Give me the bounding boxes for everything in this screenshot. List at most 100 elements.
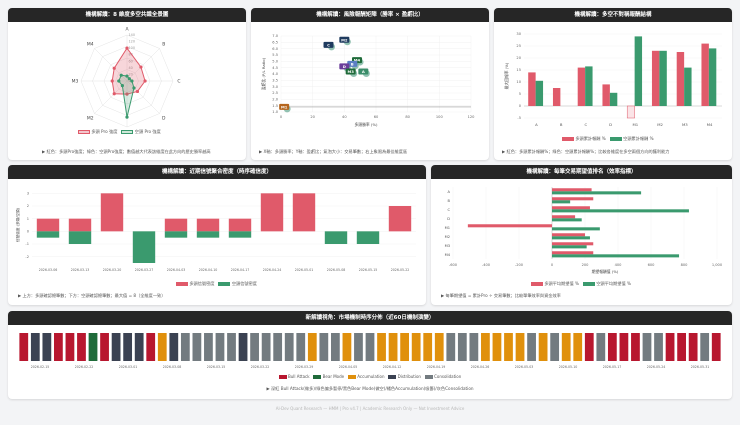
regime-bar [42,333,52,361]
asym-legend-bear: 空頭累計報酬 % [623,136,654,141]
scatter-xtick: 100 [436,115,444,119]
radar-tick-label: 140 [129,33,135,37]
expect-bar [552,215,576,219]
radar-tick-label: 20 [129,72,133,76]
legend-swatch-bear [609,137,622,141]
regime-bar [388,333,398,361]
density-note: ▶ 上方：多頭確認總筆數；下方：空頭確認總筆數；最大值 = 8（全維度一致） [18,293,166,298]
regime-bar [261,333,271,361]
density-xtick: 2026-03-20 [103,268,122,272]
scatter-xtick: 40 [342,115,347,119]
radar-point [127,77,131,81]
density-panel: 機構解讀：近期信號聚合密度（時序確信度） 3 2 1 0 -1 -2 信號強度 (多頭/空頭… [8,165,426,305]
regime-bar [273,333,283,361]
radar-point [143,79,147,83]
regime-date-tick: 2026-04-26 [471,365,490,369]
radar-point [110,79,114,83]
radar-panel: 機構解讀：8 維度多空共識全景圖 ABCDM1M2M3M414012010080… [8,8,246,160]
density-ytick: 1 [27,217,29,221]
expect-ytick: D [447,217,450,221]
asym-ytick: 30 [516,32,521,36]
asym-panel: 機構解讀：多空不對稱報酬結構 30 25 20 15 10 5 0 -5 最大回報率 (%) A B… [494,8,732,160]
asym-xtick: M1 [633,122,639,127]
radar-point [112,66,116,70]
density-bar [356,231,380,244]
asym-xtick: M3 [682,122,688,127]
regime-bar [642,333,652,361]
scatter-point-label: M4 [354,58,361,63]
regime-bar [631,333,640,361]
expect-bar [552,197,594,201]
density-bar [196,231,220,238]
asym-chart: 30 25 20 15 10 5 0 -5 最大回報率 (%) A B C D M1 M2 M3 M4 [504,32,722,127]
regime-legend-accumulation: Accumulation [357,374,385,379]
radar-point [119,73,123,77]
expect-xlabel: 期望報酬值 (%) [592,269,619,274]
expect-ytick: M3 [445,244,450,248]
regime-bar [204,333,213,361]
legend-swatch-bull [78,130,90,134]
regime-bar [677,333,686,361]
expect-bar [552,188,592,192]
scatter-title: 機構解讀：風險報酬矩陣（勝率 × 盈虧比） [251,8,489,22]
radar-tick-label: 120 [129,40,135,44]
density-bar [164,218,188,232]
expect-bar [552,245,587,249]
asym-legend: 多頭累計報酬 % 空頭累計報酬 % [562,136,654,142]
scatter-point-label: A [362,69,365,74]
expect-ytick: A [448,190,451,194]
asym-bar [676,52,685,106]
expect-note: ▶ 每筆期望值 = 累計Pro ÷ 交易筆數；比較單筆效率與資金效率 [441,293,561,298]
regime-date-tick: 2026-03-29 [295,365,314,369]
density-xtick: 2026-04-03 [167,268,186,272]
density-xtick: 2026-04-24 [263,268,282,272]
scatter-ytick: 3.5 [272,79,278,83]
radar-axis-label: B [162,42,165,48]
asym-bar [701,43,709,106]
regime-legend-distribution: Distribution [397,374,421,379]
regime-bar [238,333,248,361]
radar-point [125,92,129,96]
scatter-ytick: 6.0 [272,47,278,51]
density-xtick: 2026-05-01 [295,268,314,272]
scatter-point-badge [358,68,369,75]
density-bar [36,231,60,238]
expect-ytick: M4 [445,253,451,257]
expect-bar [552,254,680,258]
radar-note: ▶ 紅色：多頭Pro強度；綠色：空頭Pro強度；數值越大代表該維度在此方向的歷史… [42,149,211,154]
regime-legend-bear-mode: Bear Mode [322,374,345,379]
asym-bar [535,80,544,106]
scatter-ytick: 3.0 [272,85,278,89]
regime-bar [492,333,502,361]
density-ylabel: 信號強度 (多頭/空頭) [15,207,20,242]
scatter-ytick: 4.0 [272,72,278,76]
density-xtick: 2026-05-15 [359,268,378,272]
regime-date-tick: 2026-05-31 [691,365,710,369]
radar-axis-label: C [177,79,180,85]
regime-bar [515,333,525,361]
asym-bar [609,92,618,106]
radar-legend-bear: 空頭 Pro 強度 [134,129,161,134]
asym-ytick: 25 [516,44,521,48]
density-legend-bear: 空頭信號密度 [231,281,257,286]
asym-legend-bull: 多頭累計報酬 % [575,136,606,141]
legend-swatch-bull-attack [278,375,287,379]
regime-bar [111,333,121,361]
density-title: 機構解讀：近期信號聚合密度（時序確信度） [8,165,426,179]
radar-point [125,46,129,50]
regime-bar [365,333,375,361]
legend-swatch-distribution [388,375,397,379]
density-bar [388,206,412,232]
expect-xtick: 600 [648,263,656,267]
regime-date-tick: 2026-05-24 [647,365,666,369]
regime-bar [88,333,98,361]
asym-bar [626,105,635,119]
regime-date-tick: 2026-05-17 [603,365,622,369]
expect-bar [467,224,552,228]
expect-xtick: 1,000 [712,263,723,267]
asym-bar [585,66,593,106]
regime-bar [573,333,583,361]
regime-legend-consolidation: Consolidation [434,374,462,379]
legend-swatch-bear-mode [313,375,322,379]
expect-ytick: M2 [445,235,450,239]
